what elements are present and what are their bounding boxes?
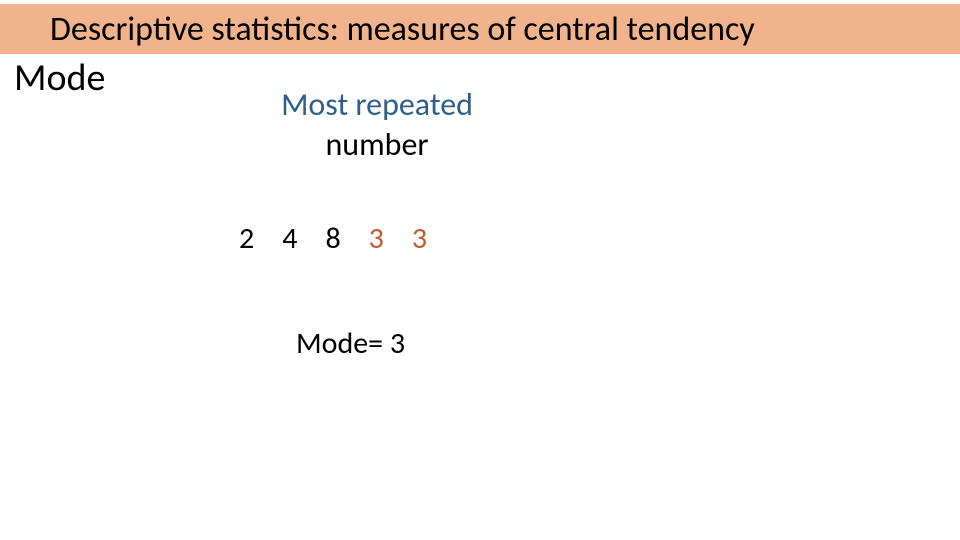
mode-result: Mode= 3 bbox=[296, 325, 405, 362]
data-number-0: 2 bbox=[239, 220, 254, 257]
title-banner: Descriptive statistics: measures of cent… bbox=[0, 4, 960, 54]
definition-line2: number bbox=[242, 125, 512, 165]
data-number-1: 4 bbox=[282, 220, 297, 257]
number-row: 24833 bbox=[239, 220, 455, 257]
data-number-2: 8 bbox=[325, 220, 340, 257]
definition-block: Most repeated number bbox=[242, 85, 512, 165]
data-number-3: 3 bbox=[369, 220, 384, 257]
slide-subtitle: Mode bbox=[14, 55, 105, 101]
slide-title: Descriptive statistics: measures of cent… bbox=[50, 9, 755, 50]
data-number-4: 3 bbox=[412, 220, 427, 257]
definition-line1: Most repeated bbox=[242, 85, 512, 125]
